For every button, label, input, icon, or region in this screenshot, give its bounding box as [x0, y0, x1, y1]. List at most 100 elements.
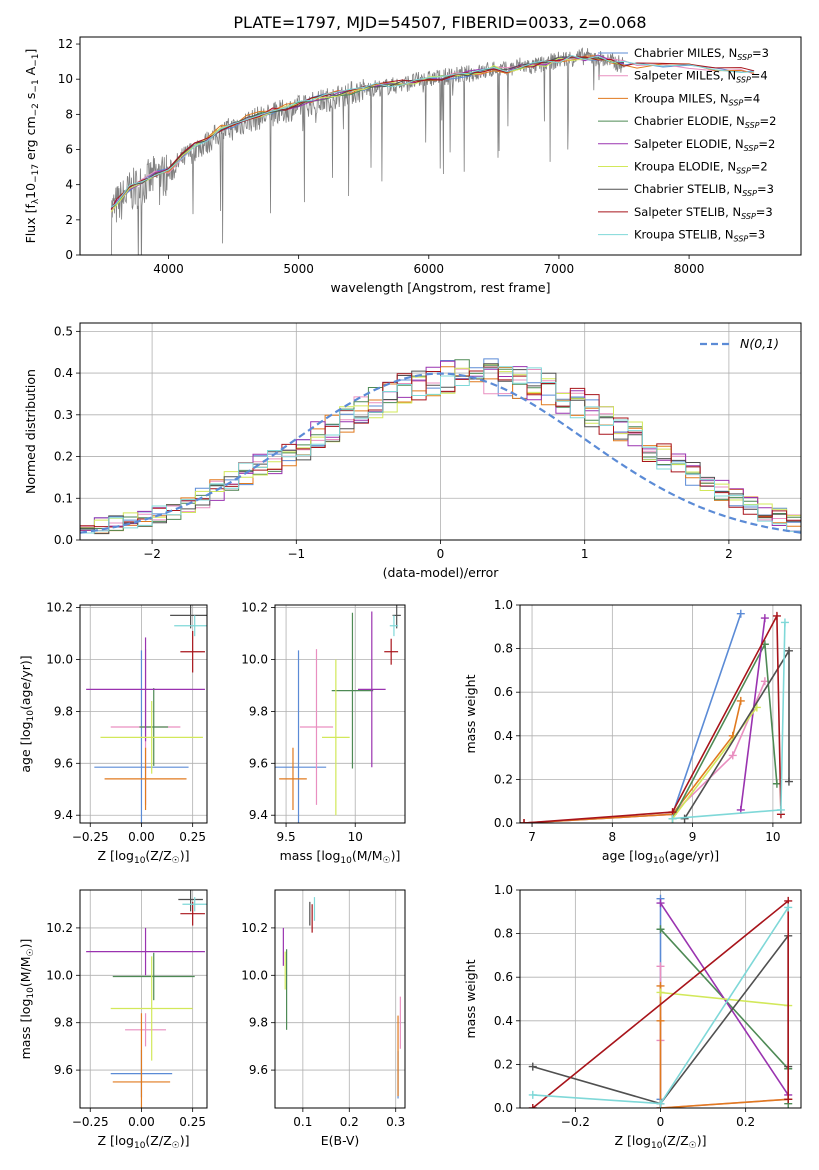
- y-tick-label: 9.6: [54, 1063, 73, 1077]
- y-tick-label: 0.1: [54, 491, 73, 505]
- chart-residuals: −2 −1 0 1 2 0.0 0.1 0.2 0.3 0.4 0.5 (data-model)/er…: [23, 322, 802, 580]
- chart-weight-vs-Z: −0.2 0 0.2 0.0 0.2 0.4 0.6 0.8 1.0 Z [log10(Z/Z☉)…: [463, 883, 802, 1151]
- chart-age-vs-mass: 9.5 10 9.4 9.6 9.8 10.0 10.2 mass [log10(M/M☉)]: [241, 601, 406, 866]
- legend-label-kroupa-stelib: Kroupa STELIB, NSSP=3: [634, 228, 765, 244]
- y-tick-label: 9.6: [249, 1063, 268, 1077]
- y-tick-label: 6: [65, 143, 73, 157]
- errorbar-salpeter-miles: [125, 1013, 167, 1047]
- weight-marker-salpeter-miles: [656, 962, 665, 971]
- chart-mass-vs-Z: −0.25 0.00 0.25 9.6 9.8 10.0 10.2 Z [log10(Z/Z☉…: [18, 889, 208, 1151]
- chart-spectrum: 4000 5000 6000 7000 8000 0 2 4 6 8 10 12 wavelength …: [23, 36, 802, 295]
- weight-marker-kroupa-miles: [736, 696, 745, 705]
- x-tick-label: 0: [437, 547, 445, 561]
- model-spectrum-kroupa-stelib: [110, 55, 755, 208]
- y-axis-label: mass weight: [463, 959, 478, 1038]
- y-tick-label: 0.8: [494, 927, 513, 941]
- x-tick-label: −2: [143, 547, 161, 561]
- errorbar-salpeter-stelib: [384, 638, 399, 665]
- x-axis-label: Z [log10(Z/Z☉)]: [615, 1133, 707, 1151]
- x-tick-label: 0.1: [293, 1115, 312, 1129]
- plot-area-mass-vs-ebv: [282, 897, 401, 1099]
- y-tick-label: 0.6: [494, 685, 513, 699]
- x-tick-label: −0.25: [72, 830, 109, 844]
- plot-area-age-vs-mass: [275, 605, 401, 823]
- y-axis-label: mass [log10(M/M☉)]: [18, 939, 36, 1060]
- y-tick-label: 9.8: [54, 1016, 73, 1030]
- y-tick-label: 0.4: [494, 729, 513, 743]
- x-axis-label: (data-model)/error: [383, 565, 500, 580]
- x-tick-label: 10: [348, 830, 363, 844]
- y-tick-label: 0.6: [494, 970, 513, 984]
- x-tick-label: 0.25: [179, 830, 206, 844]
- x-tick-label: −1: [287, 547, 305, 561]
- axes-frame: [519, 889, 802, 1109]
- x-tick-label: 2: [725, 547, 733, 561]
- weight-marker-salpeter-elodie: [760, 614, 769, 623]
- x-axis-label: Z [log10(Z/Z☉)]: [98, 1133, 190, 1151]
- model-spectrum-chabrier-elodie: [110, 57, 625, 209]
- x-tick-label: −0.25: [72, 1115, 109, 1129]
- y-tick-label: 0.8: [494, 642, 513, 656]
- weight-line-kroupa-miles: [523, 700, 742, 823]
- errorbar-salpeter-elodie: [357, 611, 386, 768]
- x-tick-label: 0.25: [179, 1115, 206, 1129]
- y-tick-label: 10: [58, 72, 73, 86]
- errorbar-chabrier-elodie: [139, 688, 169, 766]
- x-tick-label: 0.2: [736, 1115, 755, 1129]
- chart-age-vs-Z: −0.25 0.00 0.25 9.4 9.6 9.8 10.0 10.2 Z [log10(Z…: [18, 601, 208, 866]
- errorbar-kroupa-elodie: [100, 701, 203, 774]
- x-tick-label: 1: [581, 547, 589, 561]
- weight-marker-kroupa-miles: [656, 1016, 665, 1025]
- y-tick-label: 9.6: [249, 756, 268, 770]
- y-tick-label: 0.0: [54, 533, 73, 547]
- x-axis-label: mass [log10(M/M☉)]: [280, 848, 401, 866]
- axes-frame: [79, 322, 802, 541]
- weight-marker-salpeter-stelib: [520, 819, 529, 823]
- weight-marker-salpeter-elodie: [656, 899, 665, 908]
- weight-line-salpeter-stelib: [523, 612, 782, 823]
- plot-area-weight-vs-age: [520, 609, 793, 823]
- errorbar-chabrier-elodie: [331, 612, 374, 769]
- weight-marker-kroupa-stelib: [780, 618, 789, 627]
- y-tick-label: 10.2: [46, 921, 73, 935]
- plot-area-weight-vs-Z: [528, 894, 793, 1108]
- x-tick-label: 8: [609, 830, 617, 844]
- errorbar-salpeter-miles: [299, 649, 334, 805]
- axes-frame: [519, 604, 802, 824]
- weight-marker-kroupa-stelib: [656, 1099, 665, 1108]
- model-spectrum-salpeter-elodie: [110, 54, 625, 210]
- y-tick-label: 0.5: [54, 324, 73, 338]
- residual-legend: N(0,1): [700, 336, 779, 351]
- weight-marker-kroupa-stelib: [668, 814, 677, 823]
- y-tick-label: 10.0: [241, 968, 268, 982]
- legend-label-salpeter-elodie: Salpeter ELODIE, NSSP=2: [634, 137, 775, 153]
- y-tick-label: 0.0: [494, 1101, 513, 1115]
- errorbar-kroupa-stelib: [182, 897, 207, 912]
- weight-marker-salpeter-stelib: [528, 1104, 537, 1108]
- y-tick-label: 0: [65, 248, 73, 262]
- x-tick-label: 7000: [544, 262, 575, 276]
- legend-label-salpeter-miles: Salpeter MILES, NSSP=4: [634, 69, 768, 85]
- axes-frame: [79, 36, 802, 256]
- y-axis-label: Flux [fλ10−17 erg cm−2 s−1 A−1]: [23, 49, 41, 244]
- y-tick-label: 9.4: [54, 808, 73, 822]
- weight-line-chabrier-miles: [523, 613, 742, 823]
- y-tick-label: 10.2: [241, 921, 268, 935]
- weight-marker-kroupa-stelib: [528, 1090, 537, 1099]
- normal-curve: [80, 372, 801, 534]
- y-tick-label: 4: [65, 178, 73, 192]
- x-tick-label: 0.00: [128, 1115, 155, 1129]
- y-tick-label: 1.0: [494, 883, 513, 897]
- axes-frame: [274, 889, 406, 1109]
- y-tick-label: 8: [65, 107, 73, 121]
- y-axis-label: mass weight: [463, 674, 478, 753]
- model-spectrum-salpeter-stelib: [110, 56, 755, 210]
- errorbar-chabrier-elodie: [112, 952, 195, 1001]
- weight-marker-kroupa-stelib: [784, 903, 793, 912]
- x-axis-label: wavelength [Angstrom, rest frame]: [330, 280, 550, 295]
- figure-title: PLATE=1797, MJD=54507, FIBERID=0033, z=0…: [233, 13, 646, 32]
- x-tick-label: 7: [528, 830, 536, 844]
- axes-frame: [79, 604, 208, 824]
- x-tick-label: 10: [765, 830, 780, 844]
- y-tick-label: 12: [58, 37, 73, 51]
